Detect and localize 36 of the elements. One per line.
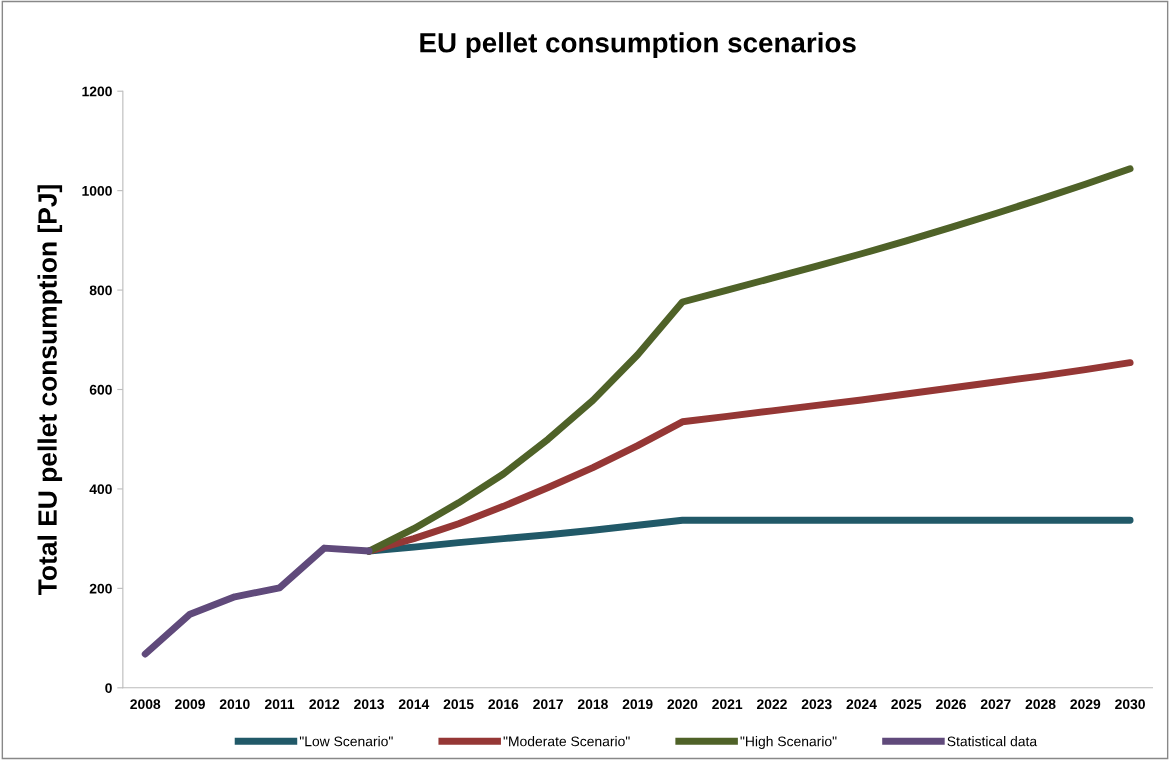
x-tick-label: 2013 <box>354 699 385 710</box>
x-tick-label: 2026 <box>936 699 966 710</box>
x-tick-label: 2029 <box>1070 699 1101 710</box>
legend-label: Statistical data <box>947 736 1038 747</box>
x-tick-label: 2008 <box>130 699 161 710</box>
x-tick-label: 2011 <box>264 699 295 710</box>
chart-title: EU pellet consumption scenarios <box>420 32 856 59</box>
x-tick-label: 2022 <box>756 699 787 710</box>
x-tick-label: 2027 <box>980 699 1011 710</box>
x-tick-label: 2016 <box>488 699 519 710</box>
x-tick-label: 2020 <box>667 699 698 710</box>
y-axis-title: Total EU pellet consumption [PJ] <box>37 185 63 595</box>
x-tick-label: 2017 <box>533 699 563 710</box>
y-tick-label: 400 <box>89 484 112 495</box>
x-tick-label: 2012 <box>309 699 340 710</box>
x-tick-label: 2030 <box>1115 699 1145 710</box>
x-tick-label: 2028 <box>1025 699 1056 710</box>
y-tick-label: 1200 <box>82 86 112 97</box>
y-tick-label: 0 <box>105 683 112 693</box>
y-tick-label: 800 <box>89 285 112 296</box>
x-tick-label: 2025 <box>891 699 922 710</box>
y-tick-label: 1000 <box>82 185 112 196</box>
x-tick-label: 2010 <box>219 699 250 710</box>
x-tick-label: 2018 <box>577 699 608 710</box>
y-tick-label: 600 <box>89 384 112 395</box>
x-tick-label: 2019 <box>622 699 653 710</box>
x-tick-label: 2024 <box>846 699 877 710</box>
y-tick-label: 200 <box>89 583 112 594</box>
x-tick-label: 2023 <box>801 699 832 710</box>
x-tick-label: 2009 <box>175 699 205 710</box>
x-tick-label: 2021 <box>712 699 743 710</box>
x-tick-label: 2014 <box>398 699 430 710</box>
legend-label: "Low Scenario" <box>299 736 393 747</box>
legend-label: "Moderate Scenario" <box>503 736 630 747</box>
x-tick-label: 2015 <box>443 699 474 710</box>
legend-label: "High Scenario" <box>740 736 837 750</box>
